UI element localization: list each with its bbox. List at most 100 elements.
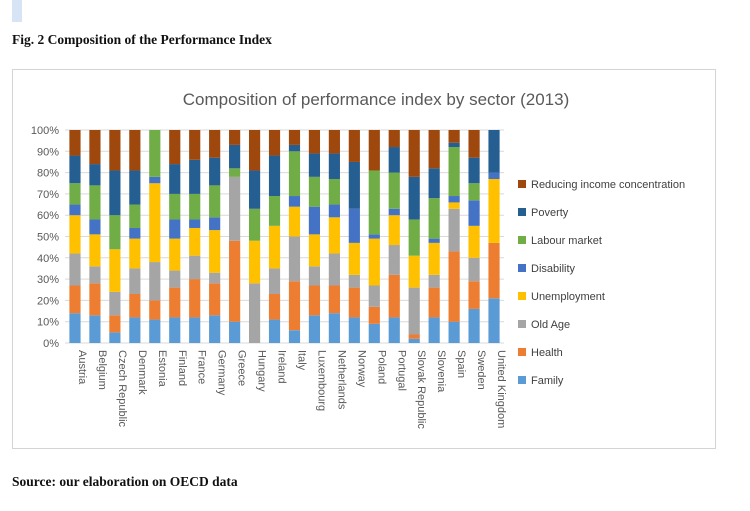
bar-stack-poland — [368, 130, 380, 343]
bar-stack-germany — [209, 130, 221, 343]
bar-segment-reducing-income-concentration — [89, 130, 101, 165]
bar-segment-family — [428, 317, 440, 343]
source-note: Source: our elaboration on OECD data — [12, 474, 238, 489]
bar-segment-health — [488, 242, 500, 299]
bar-segment-reducing-income-concentration — [109, 130, 121, 171]
bar-segment-unemployment — [129, 238, 141, 269]
bar-segment-labour-market — [189, 193, 201, 220]
bar-segment-health — [229, 240, 241, 322]
bar-segment-old-age — [308, 266, 321, 286]
bar-stack-belgium — [89, 130, 101, 343]
bar-segment-family — [288, 330, 301, 343]
bar-segment-health — [468, 281, 480, 309]
bar-segment-labour-market — [268, 196, 281, 226]
bar-segment-disability — [388, 208, 400, 216]
bar-segment-labour-market — [209, 185, 221, 218]
bar-segment-labour-market — [308, 176, 321, 207]
legend-label: Family — [531, 375, 564, 387]
bar-segment-labour-market — [149, 130, 161, 177]
legend-swatch — [518, 292, 526, 300]
legend-item: Health — [518, 347, 563, 359]
bar-segment-disability — [149, 176, 161, 184]
bar-segment-poverty — [288, 144, 301, 152]
bar-segment-poverty — [268, 155, 281, 197]
bar-segment-unemployment — [488, 178, 500, 243]
legend-item: Family — [518, 375, 564, 387]
legend-label: Reducing income concentration — [531, 179, 685, 191]
bar-segment-poverty — [109, 170, 121, 216]
x-tick-label: Netherlands — [335, 350, 347, 410]
x-tick-label: Poland — [375, 350, 387, 384]
legend-swatch — [518, 180, 526, 188]
bar-segment-unemployment — [388, 215, 400, 246]
top-highlight-marker — [12, 0, 22, 22]
bar-segment-labour-market — [129, 204, 141, 228]
bar-segment-labour-market — [89, 185, 101, 220]
x-tick-label: Finland — [176, 350, 188, 386]
bar-segment-disability — [169, 219, 181, 239]
bar-segment-health — [308, 285, 321, 316]
bar-segment-poverty — [388, 147, 400, 173]
legend-swatch — [518, 348, 526, 356]
bar-segment-health — [209, 283, 221, 316]
bar-segment-health — [388, 274, 400, 318]
bar-segment-labour-market — [288, 151, 301, 197]
bar-segment-family — [129, 317, 141, 343]
bar-segment-poverty — [448, 142, 460, 148]
bar-stack-italy — [288, 130, 301, 343]
chart-title: Composition of performance index by sect… — [183, 90, 569, 109]
bar-segment-disability — [468, 200, 480, 226]
bar-segment-disability — [209, 217, 221, 231]
legend-label: Health — [531, 347, 563, 359]
bar-segment-poverty — [189, 159, 201, 194]
bar-segment-labour-market — [468, 183, 480, 201]
bar-segment-family — [268, 319, 281, 343]
legend-label: Old Age — [531, 319, 570, 331]
legend-label: Unemployment — [531, 291, 605, 303]
x-tick-label: Czech Republic — [116, 350, 128, 428]
bar-segment-labour-market — [328, 178, 340, 205]
bar-segment-unemployment — [348, 242, 360, 275]
legend-swatch — [518, 264, 526, 272]
bar-segment-poverty — [348, 161, 360, 209]
y-tick-label: 10% — [37, 317, 59, 329]
bar-segment-disability — [368, 234, 380, 239]
bar-segment-health — [448, 251, 460, 322]
bar-segment-unemployment — [109, 249, 121, 292]
legend-item: Unemployment — [518, 291, 605, 303]
bar-segment-old-age — [388, 245, 400, 275]
y-tick-label: 0% — [43, 338, 59, 350]
bar-segment-health — [69, 285, 81, 314]
x-tick-label: Luxembourg — [315, 350, 327, 411]
bar-segment-labour-market — [109, 215, 121, 250]
bar-segment-old-age — [248, 283, 261, 343]
bar-segment-family — [209, 315, 221, 343]
x-tick-label: Belgium — [96, 350, 108, 390]
bar-stack-sweden — [468, 130, 480, 343]
bar-segment-poverty — [308, 153, 321, 177]
bar-segment-reducing-income-concentration — [408, 130, 420, 177]
bar-segment-health — [348, 287, 360, 318]
bar-segment-health — [328, 285, 340, 314]
bar-segment-reducing-income-concentration — [328, 130, 340, 154]
bar-segment-family — [189, 317, 201, 343]
x-tick-label: Ireland — [276, 350, 288, 384]
bar-stack-ireland — [268, 130, 281, 343]
bar-segment-family — [89, 315, 101, 343]
bar-stack-denmark — [129, 130, 141, 343]
bar-segment-old-age — [189, 255, 201, 280]
bar-segment-reducing-income-concentration — [348, 130, 360, 162]
bar-stack-estonia — [149, 130, 161, 343]
bar-segment-unemployment — [308, 234, 321, 267]
bar-segment-reducing-income-concentration — [288, 130, 301, 145]
bar-segment-health — [89, 283, 101, 316]
bar-segment-health — [189, 279, 201, 318]
bar-segment-unemployment — [89, 234, 101, 267]
bar-segment-reducing-income-concentration — [368, 130, 380, 171]
bar-stack-united-kingdom — [488, 130, 500, 343]
bar-segment-family — [368, 323, 380, 343]
figure-title: Fig. 2 Composition of the Performance In… — [12, 32, 272, 47]
legend-swatch — [518, 236, 526, 244]
bar-segment-unemployment — [69, 215, 81, 254]
bar-segment-labour-market — [248, 208, 261, 241]
